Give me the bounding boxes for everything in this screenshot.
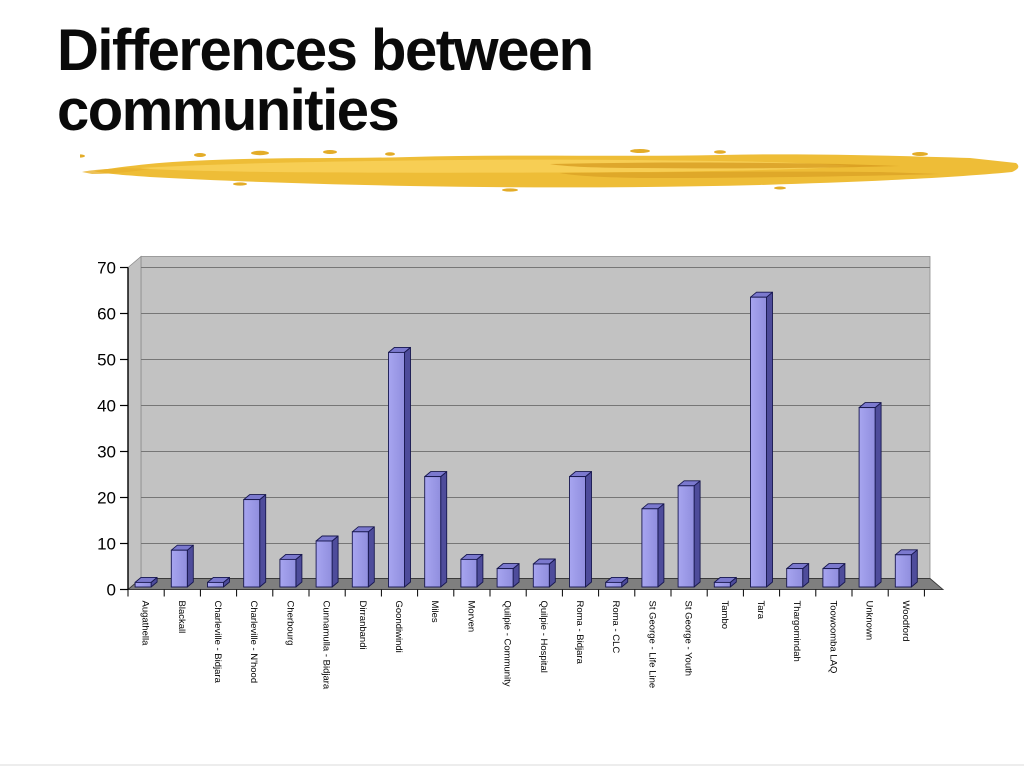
bar: [786, 568, 804, 588]
bar-side-face: [910, 549, 918, 588]
bar: [677, 485, 695, 588]
category-label: Goondiwindi: [393, 601, 404, 653]
bar-side-face: [693, 480, 701, 588]
category-label: Woodford: [900, 601, 911, 642]
bar: [134, 581, 152, 588]
brush-dark-streak-1: [550, 162, 900, 169]
y-axis-tick-label: 60: [97, 305, 116, 324]
y-axis-tick-label: 20: [97, 489, 116, 508]
bar-side-face: [476, 553, 484, 588]
brush-stroke-underline: [80, 149, 1019, 192]
bar: [170, 549, 188, 588]
bar: [750, 296, 767, 588]
bar: [351, 531, 369, 588]
bar: [315, 540, 333, 588]
category-label: Toowoomba LAQ: [827, 601, 838, 674]
brush-specks: [80, 149, 928, 192]
category-label: Quilpie - Community: [502, 601, 513, 687]
bar: [569, 476, 586, 588]
category-label: Charleville - Bidjara: [212, 601, 223, 684]
y-axis-tick-label: 10: [97, 535, 116, 554]
bar: [713, 581, 731, 588]
category-label: Dirranbandi: [357, 601, 368, 650]
category-label: Thargomindah: [791, 601, 802, 662]
bar-side-face: [657, 503, 665, 588]
bar-side-face: [259, 494, 267, 588]
category-label: Morven: [465, 601, 476, 633]
bar: [424, 476, 442, 588]
bar-side-face: [186, 544, 194, 588]
category-label: Augathella: [140, 601, 151, 647]
bar: [858, 407, 876, 588]
slide-title-line2: communities: [57, 78, 400, 143]
slide-title-line1: Differences between: [57, 18, 594, 83]
bar: [279, 558, 297, 588]
bar-side-face: [874, 402, 882, 588]
bar: [532, 563, 550, 588]
bar-side-face: [766, 291, 773, 588]
bar: [460, 558, 478, 588]
category-label: Tambo: [719, 601, 730, 630]
category-label: St George - Youth: [683, 601, 694, 677]
category-label: Tara: [755, 601, 766, 620]
category-label: Quilpie - Hospital: [538, 601, 549, 673]
brush-tail-left: [82, 168, 150, 174]
bar-side-face: [585, 471, 592, 588]
category-label: Unknown: [864, 601, 875, 641]
bar-side-face: [440, 471, 448, 588]
category-label: Roma - Bidjara: [574, 601, 585, 665]
bar: [243, 499, 261, 588]
plot-side-wall: [127, 255, 142, 591]
bar: [605, 581, 623, 588]
bar-side-face: [367, 526, 375, 588]
brush-dark-streak-2: [560, 171, 940, 178]
bar-side-face: [295, 553, 303, 588]
y-axis-tick-label: 40: [97, 397, 116, 416]
bar: [641, 508, 659, 588]
y-axis-tick-label: 0: [107, 581, 116, 600]
category-label: Blackall: [176, 601, 187, 634]
bar: [822, 568, 840, 588]
category-label: Miles: [429, 601, 440, 623]
bar: [496, 568, 514, 588]
category-label: Cunnamulla - Bidjara: [321, 601, 332, 690]
category-label: Roma - CLC: [610, 601, 621, 654]
plot-back-wall: [140, 256, 931, 579]
bar: [207, 581, 224, 588]
category-label: Charleville - N'hood: [248, 601, 259, 684]
y-axis-tick-label: 70: [97, 259, 116, 278]
slide-title: Differences between communities: [57, 21, 917, 141]
y-axis-tick-label: 50: [97, 351, 116, 370]
category-label: Cherbourg: [284, 601, 295, 646]
bar: [388, 351, 405, 588]
category-label: St George - Life Line: [646, 601, 657, 689]
slide-bottom-border: [0, 764, 1024, 766]
bar-side-face: [331, 535, 339, 588]
bar-side-face: [404, 346, 411, 588]
bar: [894, 554, 912, 588]
y-axis-tick-label: 30: [97, 443, 116, 462]
